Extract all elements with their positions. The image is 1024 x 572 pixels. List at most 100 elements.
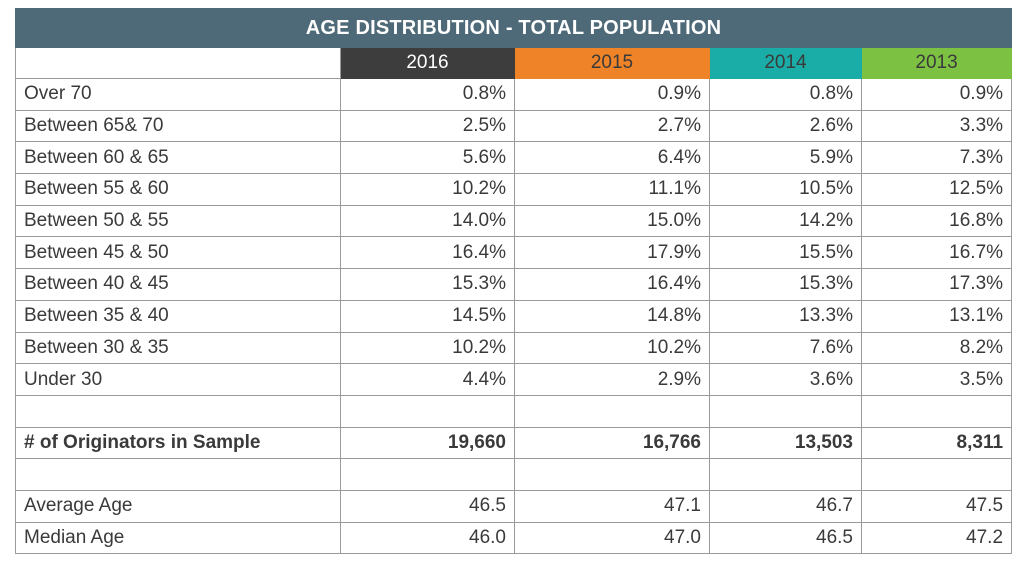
- cell-value-2015: 47.1: [514, 489, 710, 523]
- row-label: Between 30 & 35: [15, 331, 341, 365]
- cell-value-2014: 14.2%: [709, 204, 862, 238]
- row-label: Between 65& 70: [15, 109, 341, 143]
- year-header-row: 2016 2015 2014 2013: [15, 47, 1013, 79]
- row-label: [15, 458, 341, 491]
- cell-value-2013: 16.8%: [860, 204, 1013, 238]
- cell-value-2016: 2.5%: [340, 109, 515, 143]
- table-row: Between 45 & 50 16.4% 17.9% 15.5% 16.7%: [15, 236, 1013, 270]
- cell-value-2016: 5.6%: [340, 141, 515, 175]
- cell-value-2015: 15.0%: [514, 204, 710, 238]
- cell-value-2013: 17.3%: [860, 268, 1013, 301]
- cell-value-2016: 10.2%: [340, 331, 515, 365]
- cell-value-2014: 15.5%: [709, 236, 862, 270]
- row-label: Median Age: [15, 521, 341, 555]
- cell-value-2013: 16.7%: [860, 236, 1013, 270]
- cell-value-2015: 6.4%: [514, 141, 710, 175]
- spacer-row: [15, 458, 1013, 491]
- table-title: AGE DISTRIBUTION - TOTAL POPULATION: [14, 8, 1013, 48]
- cell-value-2014: 0.8%: [709, 78, 862, 111]
- cell-value-2015: 2.7%: [514, 109, 710, 143]
- cell-value-2014: 15.3%: [709, 268, 862, 301]
- cell-value-2013: 47.5: [860, 489, 1013, 523]
- age-distribution-table: AGE DISTRIBUTION - TOTAL POPULATION 2016…: [14, 8, 1013, 555]
- row-label: Between 35 & 40: [15, 299, 341, 333]
- cell-value-2014: 13,503: [709, 426, 862, 460]
- cell-value-2014: 46.5: [709, 521, 862, 555]
- cell-value-2014: 46.7: [709, 489, 862, 523]
- table-row: Average Age 46.5 47.1 46.7 47.5: [15, 489, 1013, 523]
- table-row: Between 60 & 65 5.6% 6.4% 5.9% 7.3%: [15, 141, 1013, 175]
- cell-value-2016: 15.3%: [340, 268, 515, 301]
- cell-value-2013: [860, 394, 1013, 428]
- cell-value-2016: [340, 458, 515, 491]
- cell-value-2014: [709, 394, 862, 428]
- cell-value-2015: [514, 394, 710, 428]
- table-row: Over 70 0.8% 0.9% 0.8% 0.9%: [15, 78, 1013, 111]
- cell-value-2016: 46.0: [340, 521, 515, 555]
- table-row: Between 55 & 60 10.2% 11.1% 10.5% 12.5%: [15, 173, 1013, 206]
- table-row: Between 40 & 45 15.3% 16.4% 15.3% 17.3%: [15, 268, 1013, 301]
- cell-value-2014: 3.6%: [709, 363, 862, 396]
- cell-value-2016: 19,660: [340, 426, 515, 460]
- cell-value-2015: [514, 458, 710, 491]
- cell-value-2015: 16.4%: [514, 268, 710, 301]
- table-row: Between 35 & 40 14.5% 14.8% 13.3% 13.1%: [15, 299, 1013, 333]
- row-label: [15, 394, 341, 428]
- cell-value-2013: 12.5%: [860, 173, 1013, 206]
- cell-value-2016: 14.5%: [340, 299, 515, 333]
- cell-value-2015: 47.0: [514, 521, 710, 555]
- cell-value-2013: 7.3%: [860, 141, 1013, 175]
- table-row: Between 50 & 55 14.0% 15.0% 14.2% 16.8%: [15, 204, 1013, 238]
- cell-value-2014: 5.9%: [709, 141, 862, 175]
- cell-value-2016: 14.0%: [340, 204, 515, 238]
- table-body: Over 70 0.8% 0.9% 0.8% 0.9% Between 65& 70 2.5…: [15, 78, 1013, 555]
- cell-value-2013: 13.1%: [860, 299, 1013, 333]
- table-row: # of Originators in Sample 19,660 16,766 13…: [15, 426, 1013, 460]
- cell-value-2013: 3.5%: [860, 363, 1013, 396]
- cell-value-2013: [860, 458, 1013, 491]
- row-label: Between 45 & 50: [15, 236, 341, 270]
- cell-value-2015: 0.9%: [514, 78, 710, 111]
- spacer-row: [15, 394, 1013, 428]
- cell-value-2014: 7.6%: [709, 331, 862, 365]
- year-header-2013: 2013: [860, 47, 1013, 79]
- cell-value-2014: 10.5%: [709, 173, 862, 206]
- cell-value-2014: 2.6%: [709, 109, 862, 143]
- row-label: # of Originators in Sample: [15, 426, 341, 460]
- year-header-2016: 2016: [340, 47, 515, 79]
- table-row: Between 65& 70 2.5% 2.7% 2.6% 3.3%: [15, 109, 1013, 143]
- table-row: Between 30 & 35 10.2% 10.2% 7.6% 8.2%: [15, 331, 1013, 365]
- cell-value-2013: 47.2: [860, 521, 1013, 555]
- cell-value-2016: 16.4%: [340, 236, 515, 270]
- row-label: Between 40 & 45: [15, 268, 341, 301]
- cell-value-2016: 4.4%: [340, 363, 515, 396]
- row-label: Under 30: [15, 363, 341, 396]
- cell-value-2015: 14.8%: [514, 299, 710, 333]
- cell-value-2016: [340, 394, 515, 428]
- cell-value-2016: 46.5: [340, 489, 515, 523]
- cell-value-2013: 8.2%: [860, 331, 1013, 365]
- table-row: Under 30 4.4% 2.9% 3.6% 3.5%: [15, 363, 1013, 396]
- cell-value-2015: 16,766: [514, 426, 710, 460]
- cell-value-2013: 0.9%: [860, 78, 1013, 111]
- table-row: Median Age 46.0 47.0 46.5 47.2: [15, 521, 1013, 555]
- cell-value-2014: 13.3%: [709, 299, 862, 333]
- year-header-2015: 2015: [514, 47, 710, 79]
- cell-value-2013: 8,311: [860, 426, 1013, 460]
- cell-value-2015: 2.9%: [514, 363, 710, 396]
- cell-value-2014: [709, 458, 862, 491]
- cell-value-2013: 3.3%: [860, 109, 1013, 143]
- row-label: Between 60 & 65: [15, 141, 341, 175]
- row-label: Over 70: [15, 78, 341, 111]
- age-distribution-table-container: AGE DISTRIBUTION - TOTAL POPULATION 2016…: [14, 8, 1013, 555]
- cell-value-2016: 10.2%: [340, 173, 515, 206]
- header-blank-cell: [15, 47, 341, 79]
- cell-value-2015: 10.2%: [514, 331, 710, 365]
- row-label: Between 50 & 55: [15, 204, 341, 238]
- year-header-2014: 2014: [709, 47, 862, 79]
- row-label: Between 55 & 60: [15, 173, 341, 206]
- title-row: AGE DISTRIBUTION - TOTAL POPULATION: [14, 8, 1013, 48]
- row-label: Average Age: [15, 489, 341, 523]
- cell-value-2015: 11.1%: [514, 173, 710, 206]
- cell-value-2015: 17.9%: [514, 236, 710, 270]
